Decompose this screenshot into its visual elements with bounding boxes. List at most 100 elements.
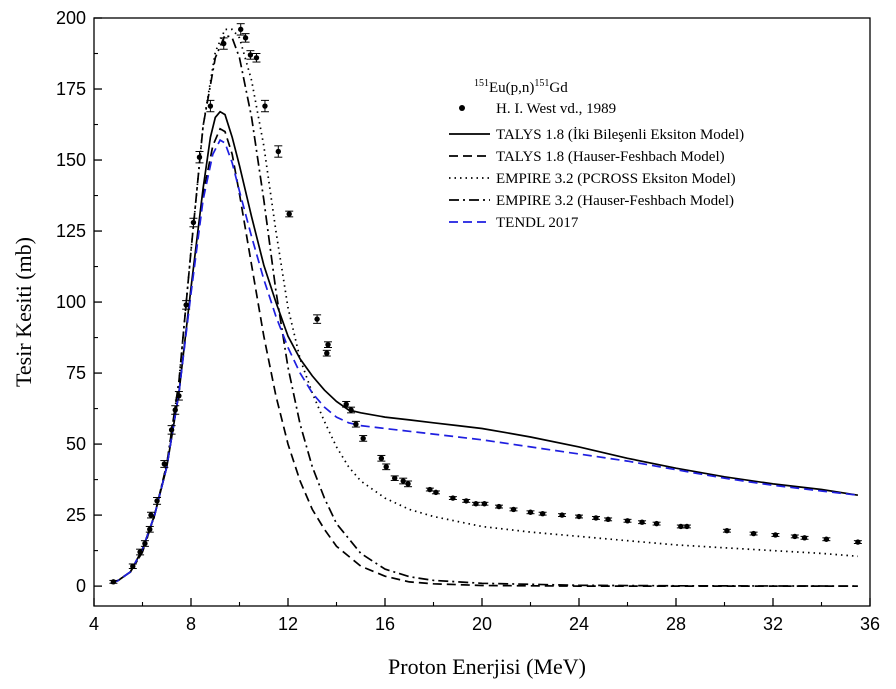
data-point: [724, 528, 730, 534]
y-tick-label: 25: [66, 505, 86, 525]
data-point: [750, 530, 757, 537]
data-point: [576, 513, 582, 520]
series-line-5: [110, 138, 858, 585]
data-point: [678, 523, 684, 530]
data-point: [142, 540, 148, 547]
series-line-2: [110, 127, 858, 587]
data-point: [593, 515, 599, 521]
y-tick-label: 175: [56, 79, 86, 99]
data-point: [559, 512, 565, 518]
y-axis-title: Tesir Kesiti (mb): [11, 237, 36, 387]
legend-header-sup2: 151: [534, 78, 549, 89]
data-point: [539, 510, 546, 517]
data-point: [496, 503, 502, 510]
y-tick-label: 200: [56, 8, 86, 28]
data-point: [405, 481, 411, 487]
data-point: [190, 219, 197, 226]
data-point: [207, 103, 214, 109]
data-point: [148, 512, 154, 518]
data-point: [286, 211, 292, 217]
data-point: [473, 501, 479, 507]
data-point: [605, 516, 611, 523]
experimental-points: [109, 23, 862, 585]
y-tick-label: 0: [76, 576, 86, 596]
x-tick-label: 32: [763, 614, 783, 634]
data-point: [130, 563, 136, 569]
data-point: [247, 52, 254, 58]
data-point: [110, 579, 117, 585]
series-line-1: [110, 110, 859, 585]
data-point: [510, 506, 517, 513]
legend-label-5: TENDL 2017: [496, 215, 579, 231]
data-point: [343, 401, 349, 408]
legend-header-sup1: 151: [474, 78, 489, 89]
y-tick-label: 100: [56, 292, 86, 312]
legend-label-3: EMPIRE 3.2 (PCROSS Eksiton Model): [496, 171, 736, 187]
data-point: [639, 519, 645, 525]
data-point: [353, 421, 359, 427]
data-point: [137, 549, 143, 555]
y-tick-label: 125: [56, 221, 86, 241]
x-tick-label: 16: [375, 614, 395, 634]
data-point: [450, 495, 456, 501]
data-point: [684, 523, 690, 530]
data-point: [196, 154, 203, 160]
data-point: [400, 478, 406, 484]
legend-marker-experimental: [459, 105, 465, 111]
x-tick-label: 28: [666, 614, 686, 634]
x-tick-label: 36: [860, 614, 880, 634]
data-point: [378, 455, 385, 461]
data-point: [383, 464, 389, 470]
y-tick-label: 150: [56, 150, 86, 170]
data-point: [147, 526, 153, 533]
y-tick-label: 75: [66, 363, 86, 383]
data-point: [433, 489, 439, 496]
legend-label-2: TALYS 1.8 (Hauser-Feshbach Model): [496, 149, 725, 165]
data-point: [624, 518, 631, 524]
data-point: [348, 407, 354, 413]
legend: 151Eu(p,n)151Gd H. I. West vd., 1989 TAL…: [449, 78, 744, 231]
legend-label-4: EMPIRE 3.2 (Hauser-Feshbach Model): [496, 193, 734, 209]
data-point: [481, 501, 488, 507]
data-point: [242, 35, 249, 41]
data-point: [183, 302, 189, 308]
data-point: [221, 40, 227, 47]
data-point: [324, 350, 330, 356]
data-point: [238, 26, 244, 33]
data-point: [527, 509, 534, 515]
data-point: [253, 55, 260, 61]
x-tick-label: 24: [569, 614, 589, 634]
data-point: [154, 498, 160, 504]
data-point: [161, 461, 168, 467]
data-point: [360, 435, 366, 442]
legend-header-text1: Eu(p,n): [489, 80, 534, 96]
legend-label-1: TALYS 1.8 (İki Bileşenli Eksiton Model): [496, 127, 744, 143]
x-tick-label: 12: [278, 614, 298, 634]
data-point: [653, 520, 660, 527]
data-point: [792, 533, 798, 540]
data-point: [772, 532, 779, 538]
data-point: [823, 536, 830, 542]
y-axis: 0 25 50 75 100 125 150 175 200: [56, 8, 102, 596]
x-tick-label: 20: [472, 614, 492, 634]
data-point: [176, 393, 182, 399]
data-point: [172, 407, 178, 413]
data-point: [427, 486, 433, 493]
legend-label-experimental: H. I. West vd., 1989: [496, 101, 616, 117]
y-tick-label: 50: [66, 434, 86, 454]
legend-header-text2: Gd: [549, 80, 568, 96]
legend-header: 151Eu(p,n)151Gd: [474, 78, 568, 96]
data-point: [855, 539, 861, 545]
data-point: [463, 498, 469, 504]
x-axis-title: Proton Enerjisi (MeV): [388, 654, 586, 679]
x-tick-label: 8: [186, 614, 196, 634]
data-point: [262, 103, 268, 109]
data-point: [325, 341, 331, 348]
data-point: [314, 316, 320, 322]
data-point: [801, 535, 808, 541]
data-point: [168, 427, 175, 433]
x-axis: 4 8 12 16 20 24 28 32 36: [89, 598, 880, 634]
series-line-4: [110, 33, 858, 587]
data-point: [392, 475, 398, 481]
data-point: [275, 148, 281, 155]
